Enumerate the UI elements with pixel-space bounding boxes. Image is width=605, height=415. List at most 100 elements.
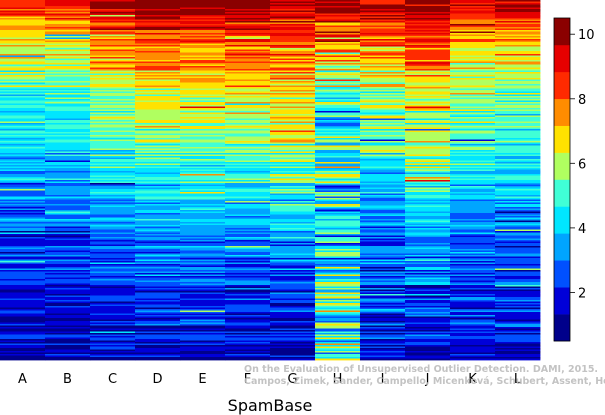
heatmap-cell	[90, 175, 136, 178]
heatmap-cell	[135, 180, 181, 182]
heatmap-cell	[495, 249, 541, 251]
heatmap-cell	[495, 87, 541, 89]
heatmap-cell	[135, 327, 181, 329]
heatmap-cell	[315, 252, 361, 254]
heatmap-cell	[180, 261, 226, 263]
heatmap-cell	[315, 106, 361, 109]
heatmap-cell	[45, 225, 91, 227]
heatmap-cell	[315, 201, 361, 203]
heatmap-cell	[225, 12, 271, 14]
heatmap-cell	[405, 291, 451, 293]
heatmap-cell	[495, 154, 541, 157]
heatmap-cell	[45, 111, 91, 113]
heatmap-cell	[360, 39, 406, 41]
heatmap-cell	[495, 99, 541, 101]
heatmap-cell	[180, 327, 226, 329]
heatmap-cell	[405, 99, 451, 101]
heatmap-cell	[450, 136, 496, 139]
heatmap-cell	[315, 156, 361, 158]
heatmap-cell	[180, 214, 226, 217]
heatmap-cell	[225, 210, 271, 212]
heatmap-cell	[315, 175, 361, 178]
heatmap-cell	[90, 306, 136, 308]
heatmap-cell	[450, 355, 496, 358]
heatmap-cell	[315, 130, 361, 133]
heatmap-cell	[180, 21, 226, 23]
heatmap-cell	[225, 130, 271, 133]
heatmap-cell	[180, 48, 226, 50]
heatmap-cell	[270, 264, 316, 266]
heatmap-cell	[270, 288, 316, 290]
heatmap-cell	[225, 225, 271, 227]
heatmap-cell	[360, 204, 406, 206]
heatmap-cell	[45, 234, 91, 236]
heatmap-cell	[180, 4, 226, 7]
heatmap-cell	[90, 153, 136, 155]
heatmap-cell	[0, 298, 46, 301]
heatmap-cell	[270, 97, 316, 100]
heatmap-cell	[45, 169, 91, 172]
heatmap-cell	[225, 55, 271, 58]
heatmap-cell	[135, 102, 181, 104]
heatmap-cell	[270, 55, 316, 58]
heatmap-cell	[90, 81, 136, 83]
heatmap-cell	[90, 190, 136, 193]
heatmap-cell	[180, 193, 226, 196]
heatmap-cell	[135, 196, 181, 199]
heatmap-cell	[405, 25, 451, 28]
heatmap-cell	[225, 208, 271, 211]
heatmap-cell	[45, 277, 91, 280]
heatmap-cell	[315, 271, 361, 274]
heatmap-cell	[405, 235, 451, 238]
heatmap-cell	[0, 225, 46, 227]
heatmap-cell	[90, 118, 136, 121]
heatmap-cell	[450, 112, 496, 115]
heatmap-cell	[225, 198, 271, 200]
heatmap-cell	[90, 315, 136, 317]
heatmap-cell	[495, 201, 541, 203]
heatmap-cell	[0, 61, 46, 64]
heatmap-cell	[0, 204, 46, 206]
heatmap-cell	[315, 280, 361, 283]
heatmap-cell	[405, 171, 451, 173]
heatmap-cell	[90, 117, 136, 119]
heatmap-cell	[45, 300, 91, 302]
heatmap-cell	[315, 231, 361, 233]
heatmap-cell	[270, 340, 316, 343]
heatmap-cell	[90, 334, 136, 337]
heatmap-cell	[45, 31, 91, 34]
heatmap-cell	[360, 75, 406, 77]
heatmap-cell	[315, 136, 361, 139]
heatmap-cell	[45, 82, 91, 85]
heatmap-cell	[405, 220, 451, 223]
heatmap-cell	[45, 238, 91, 241]
heatmap-cell	[495, 177, 541, 179]
heatmap-cell	[315, 42, 361, 44]
heatmap-cell	[45, 328, 91, 331]
heatmap-cell	[90, 138, 136, 140]
heatmap-cell	[225, 46, 271, 49]
heatmap-cell	[495, 72, 541, 74]
heatmap-cell	[495, 294, 541, 296]
heatmap-cell	[225, 199, 271, 202]
legend-color-bins	[554, 18, 570, 342]
heatmap-cell	[360, 15, 406, 17]
heatmap-cell	[495, 147, 541, 149]
heatmap-cell	[90, 253, 136, 256]
heatmap-cell	[45, 21, 91, 23]
heatmap-cell	[495, 346, 541, 349]
heatmap-cell	[225, 202, 271, 205]
heatmap-cell	[135, 64, 181, 67]
x-tick-label-i: I	[381, 372, 385, 387]
heatmap-cell	[360, 69, 406, 71]
heatmap-cell	[90, 51, 136, 53]
heatmap-cell	[225, 1, 271, 4]
heatmap-cell	[450, 211, 496, 214]
heatmap-cell	[135, 117, 181, 119]
heatmap-cell	[225, 57, 271, 59]
heatmap-cell	[45, 90, 91, 92]
heatmap-cell	[270, 346, 316, 349]
heatmap-cell	[270, 309, 316, 311]
heatmap-cell	[405, 163, 451, 166]
heatmap-cell	[270, 82, 316, 85]
